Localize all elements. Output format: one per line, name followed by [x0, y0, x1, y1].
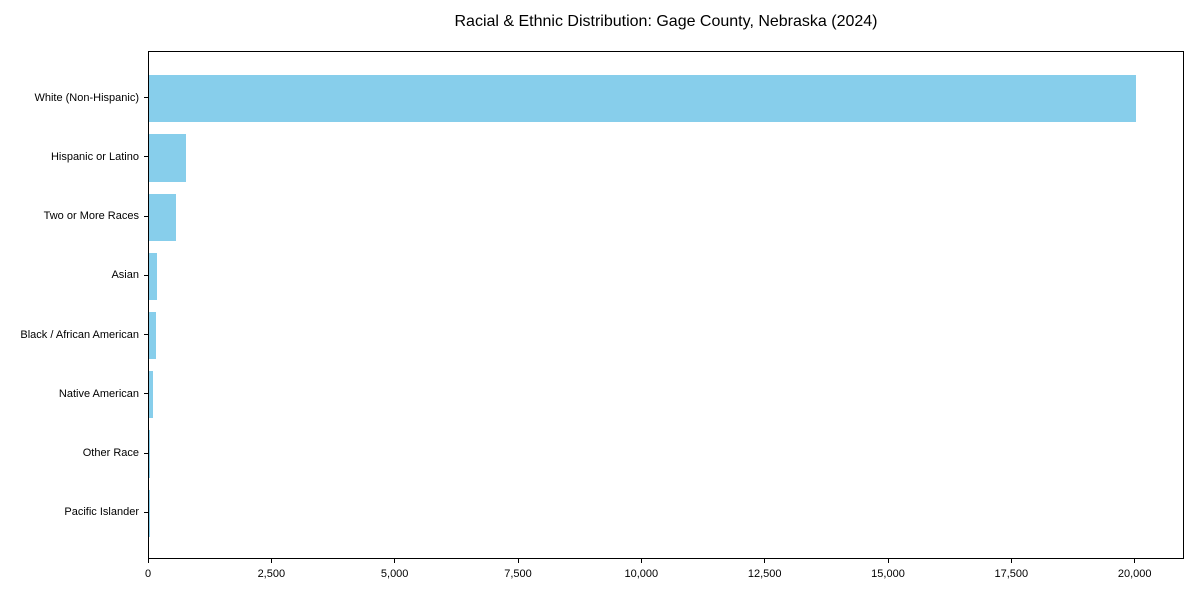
bar-white-non-hispanic	[149, 75, 1136, 123]
x-tick-label: 12,500	[747, 568, 782, 580]
x-tick-label: 15,000	[871, 568, 905, 580]
x-tick-mark	[270, 559, 272, 563]
x-tick-mark	[394, 559, 396, 563]
y-tick-mark	[144, 215, 148, 217]
x-tick-mark	[1010, 559, 1012, 563]
x-tick-mark	[764, 559, 766, 563]
y-tick-mark	[144, 156, 148, 158]
x-tick-label: 17,500	[994, 568, 1029, 580]
bar-native-american	[149, 371, 154, 419]
x-tick-label: 2,500	[257, 568, 286, 580]
x-tick-label: 7,500	[504, 568, 532, 580]
y-tick-mark	[144, 334, 148, 336]
x-tick-label: 5,000	[380, 568, 409, 580]
x-tick-mark	[887, 559, 889, 563]
bar-hispanic-or-latino	[149, 134, 186, 182]
x-tick-label: 0	[144, 568, 152, 580]
x-tick-label: 10,000	[624, 568, 659, 580]
bar-asian	[149, 252, 158, 301]
plot-area	[148, 51, 1184, 559]
bar-black-african-american	[149, 311, 156, 360]
y-tick-label-white-non-hispanic: White (Non-Hispanic)	[34, 91, 139, 104]
y-tick-label-native-american: Native American	[58, 387, 139, 400]
y-tick-mark	[144, 511, 148, 513]
x-tick-mark	[1134, 559, 1136, 563]
x-tick-mark	[640, 559, 642, 563]
y-tick-label-other-race: Other Race	[82, 447, 139, 460]
y-tick-mark	[144, 393, 148, 395]
bar-two-or-more-races	[149, 193, 177, 241]
y-tick-label-asian: Asian	[111, 269, 139, 282]
x-tick-mark	[517, 559, 519, 563]
y-tick-mark	[144, 97, 148, 99]
y-tick-label-black-african-american: Black / African American	[20, 328, 139, 341]
y-tick-mark	[144, 452, 148, 454]
y-tick-label-two-or-more-races: Two or More Races	[43, 210, 139, 223]
x-tick-mark	[147, 559, 149, 563]
bar-other-race	[149, 430, 151, 478]
chart-title: Racial & Ethnic Distribution: Gage Count…	[454, 13, 878, 30]
y-tick-mark	[144, 274, 148, 276]
y-tick-label-pacific-islander: Pacific Islander	[64, 506, 139, 519]
x-tick-label: 20,000	[1117, 568, 1152, 580]
y-tick-label-hispanic-or-latino: Hispanic or Latino	[50, 150, 139, 163]
